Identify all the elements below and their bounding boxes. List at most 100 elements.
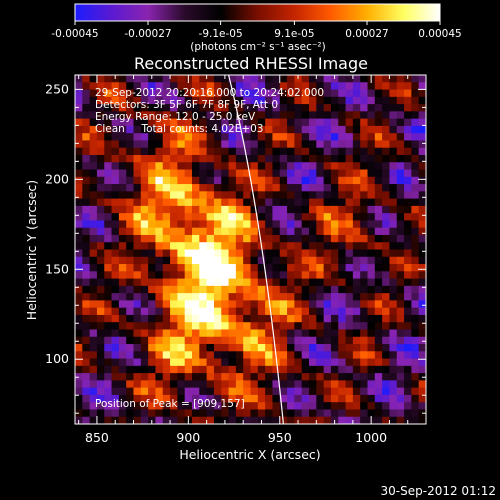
heatmap-cell bbox=[228, 307, 237, 316]
heatmap-cell bbox=[199, 344, 208, 352]
heatmap-cell bbox=[352, 365, 361, 374]
heatmap-cell bbox=[192, 278, 200, 287]
heatmap-cell bbox=[330, 104, 339, 112]
heatmap-cell bbox=[177, 242, 186, 251]
heatmap-cell bbox=[367, 89, 376, 98]
colorbar-unit-label: (photons cm⁻² s⁻¹ asec⁻²) bbox=[190, 41, 325, 53]
heatmap-cell bbox=[396, 140, 405, 149]
heatmap-cell bbox=[404, 285, 412, 294]
heatmap-cell bbox=[272, 213, 281, 222]
heatmap-cell bbox=[404, 249, 412, 258]
heatmap-cell bbox=[279, 365, 288, 374]
heatmap-cell bbox=[206, 285, 215, 294]
heatmap-cell bbox=[411, 409, 420, 418]
heatmap-cell bbox=[228, 234, 237, 243]
heatmap-cell bbox=[155, 314, 164, 323]
heatmap-cell bbox=[126, 118, 135, 127]
heatmap-cell bbox=[294, 96, 303, 105]
heatmap-cell bbox=[89, 329, 98, 338]
heatmap-cell bbox=[148, 220, 157, 229]
heatmap-cell bbox=[360, 96, 369, 105]
heatmap-cell bbox=[250, 82, 259, 91]
heatmap-cell bbox=[111, 256, 120, 265]
heatmap-cell bbox=[389, 118, 398, 127]
heatmap-cell bbox=[75, 198, 83, 207]
heatmap-cell bbox=[82, 307, 91, 316]
heatmap-cell bbox=[294, 336, 303, 345]
heatmap-cell bbox=[140, 234, 149, 243]
heatmap-cell bbox=[140, 402, 149, 411]
heatmap-cell bbox=[133, 387, 142, 396]
heatmap-cell bbox=[206, 147, 215, 156]
heatmap-cell bbox=[367, 118, 376, 127]
heatmap-cell bbox=[309, 256, 317, 265]
heatmap-cell bbox=[199, 307, 208, 316]
heatmap-cell bbox=[272, 220, 281, 229]
heatmap-cell bbox=[404, 125, 412, 134]
heatmap-cell bbox=[184, 205, 193, 214]
heatmap-cell bbox=[126, 176, 135, 185]
heatmap-cell bbox=[287, 278, 295, 287]
heatmap-cell bbox=[389, 271, 398, 280]
heatmap-cell bbox=[75, 162, 83, 171]
heatmap-cell bbox=[75, 82, 83, 91]
heatmap-cell bbox=[170, 394, 178, 403]
heatmap-cell bbox=[265, 75, 274, 83]
heatmap-cell bbox=[316, 82, 325, 91]
heatmap-cell bbox=[228, 264, 237, 272]
heatmap-cell bbox=[89, 234, 98, 243]
colorbar-gradient bbox=[74, 3, 441, 22]
heatmap-cell bbox=[133, 184, 142, 192]
heatmap-cell bbox=[177, 365, 186, 374]
heatmap-cell bbox=[330, 314, 339, 323]
heatmap-cell bbox=[192, 322, 200, 331]
heatmap-cell bbox=[228, 271, 237, 280]
heatmap-cell bbox=[82, 416, 91, 424]
heatmap-cell bbox=[265, 285, 274, 294]
heatmap-cell bbox=[221, 125, 230, 134]
heatmap-cell bbox=[301, 387, 310, 396]
heatmap-cell bbox=[389, 162, 398, 171]
heatmap-cell bbox=[243, 133, 252, 142]
heatmap-cell bbox=[411, 307, 420, 316]
heatmap-cell bbox=[316, 96, 325, 105]
heatmap-cell bbox=[118, 293, 127, 301]
heatmap-cell bbox=[382, 300, 391, 309]
heatmap-cell bbox=[170, 162, 178, 171]
heatmap-cell bbox=[257, 191, 266, 200]
heatmap-cell bbox=[411, 344, 420, 352]
heatmap-cell bbox=[360, 234, 369, 243]
heatmap-cell bbox=[104, 184, 113, 192]
heatmap-cell bbox=[126, 234, 135, 243]
heatmap-cell bbox=[316, 213, 325, 222]
heatmap-cell bbox=[192, 249, 200, 258]
heatmap-cell bbox=[177, 409, 186, 418]
heatmap-cell bbox=[177, 96, 186, 105]
heatmap-cell bbox=[155, 234, 164, 243]
heatmap-cell bbox=[404, 329, 412, 338]
heatmap-cell bbox=[323, 220, 332, 229]
heatmap-cell bbox=[206, 373, 215, 381]
heatmap-cell bbox=[360, 89, 369, 98]
heatmap-cell bbox=[287, 256, 295, 265]
heatmap-cell bbox=[301, 264, 310, 272]
heatmap-cell bbox=[404, 118, 412, 127]
heatmap-cell bbox=[294, 249, 303, 258]
colorbar-tick-label: -0.00027 bbox=[124, 28, 171, 40]
heatmap-cell bbox=[140, 133, 149, 142]
heatmap-cell bbox=[301, 154, 310, 163]
heatmap-cell bbox=[75, 89, 83, 98]
heatmap-cell bbox=[396, 271, 405, 280]
heatmap-cell bbox=[404, 264, 412, 272]
heatmap-cell bbox=[111, 227, 120, 236]
heatmap-cell bbox=[170, 387, 178, 396]
heatmap-cell bbox=[404, 82, 412, 91]
heatmap-cell bbox=[367, 329, 376, 338]
heatmap-cell bbox=[235, 314, 244, 323]
heatmap-cell bbox=[243, 111, 252, 120]
heatmap-cell bbox=[162, 205, 171, 214]
heatmap-cell bbox=[257, 264, 266, 272]
heatmap-cell bbox=[184, 402, 193, 411]
heatmap-cell bbox=[82, 82, 91, 91]
heatmap-cell bbox=[104, 256, 113, 265]
